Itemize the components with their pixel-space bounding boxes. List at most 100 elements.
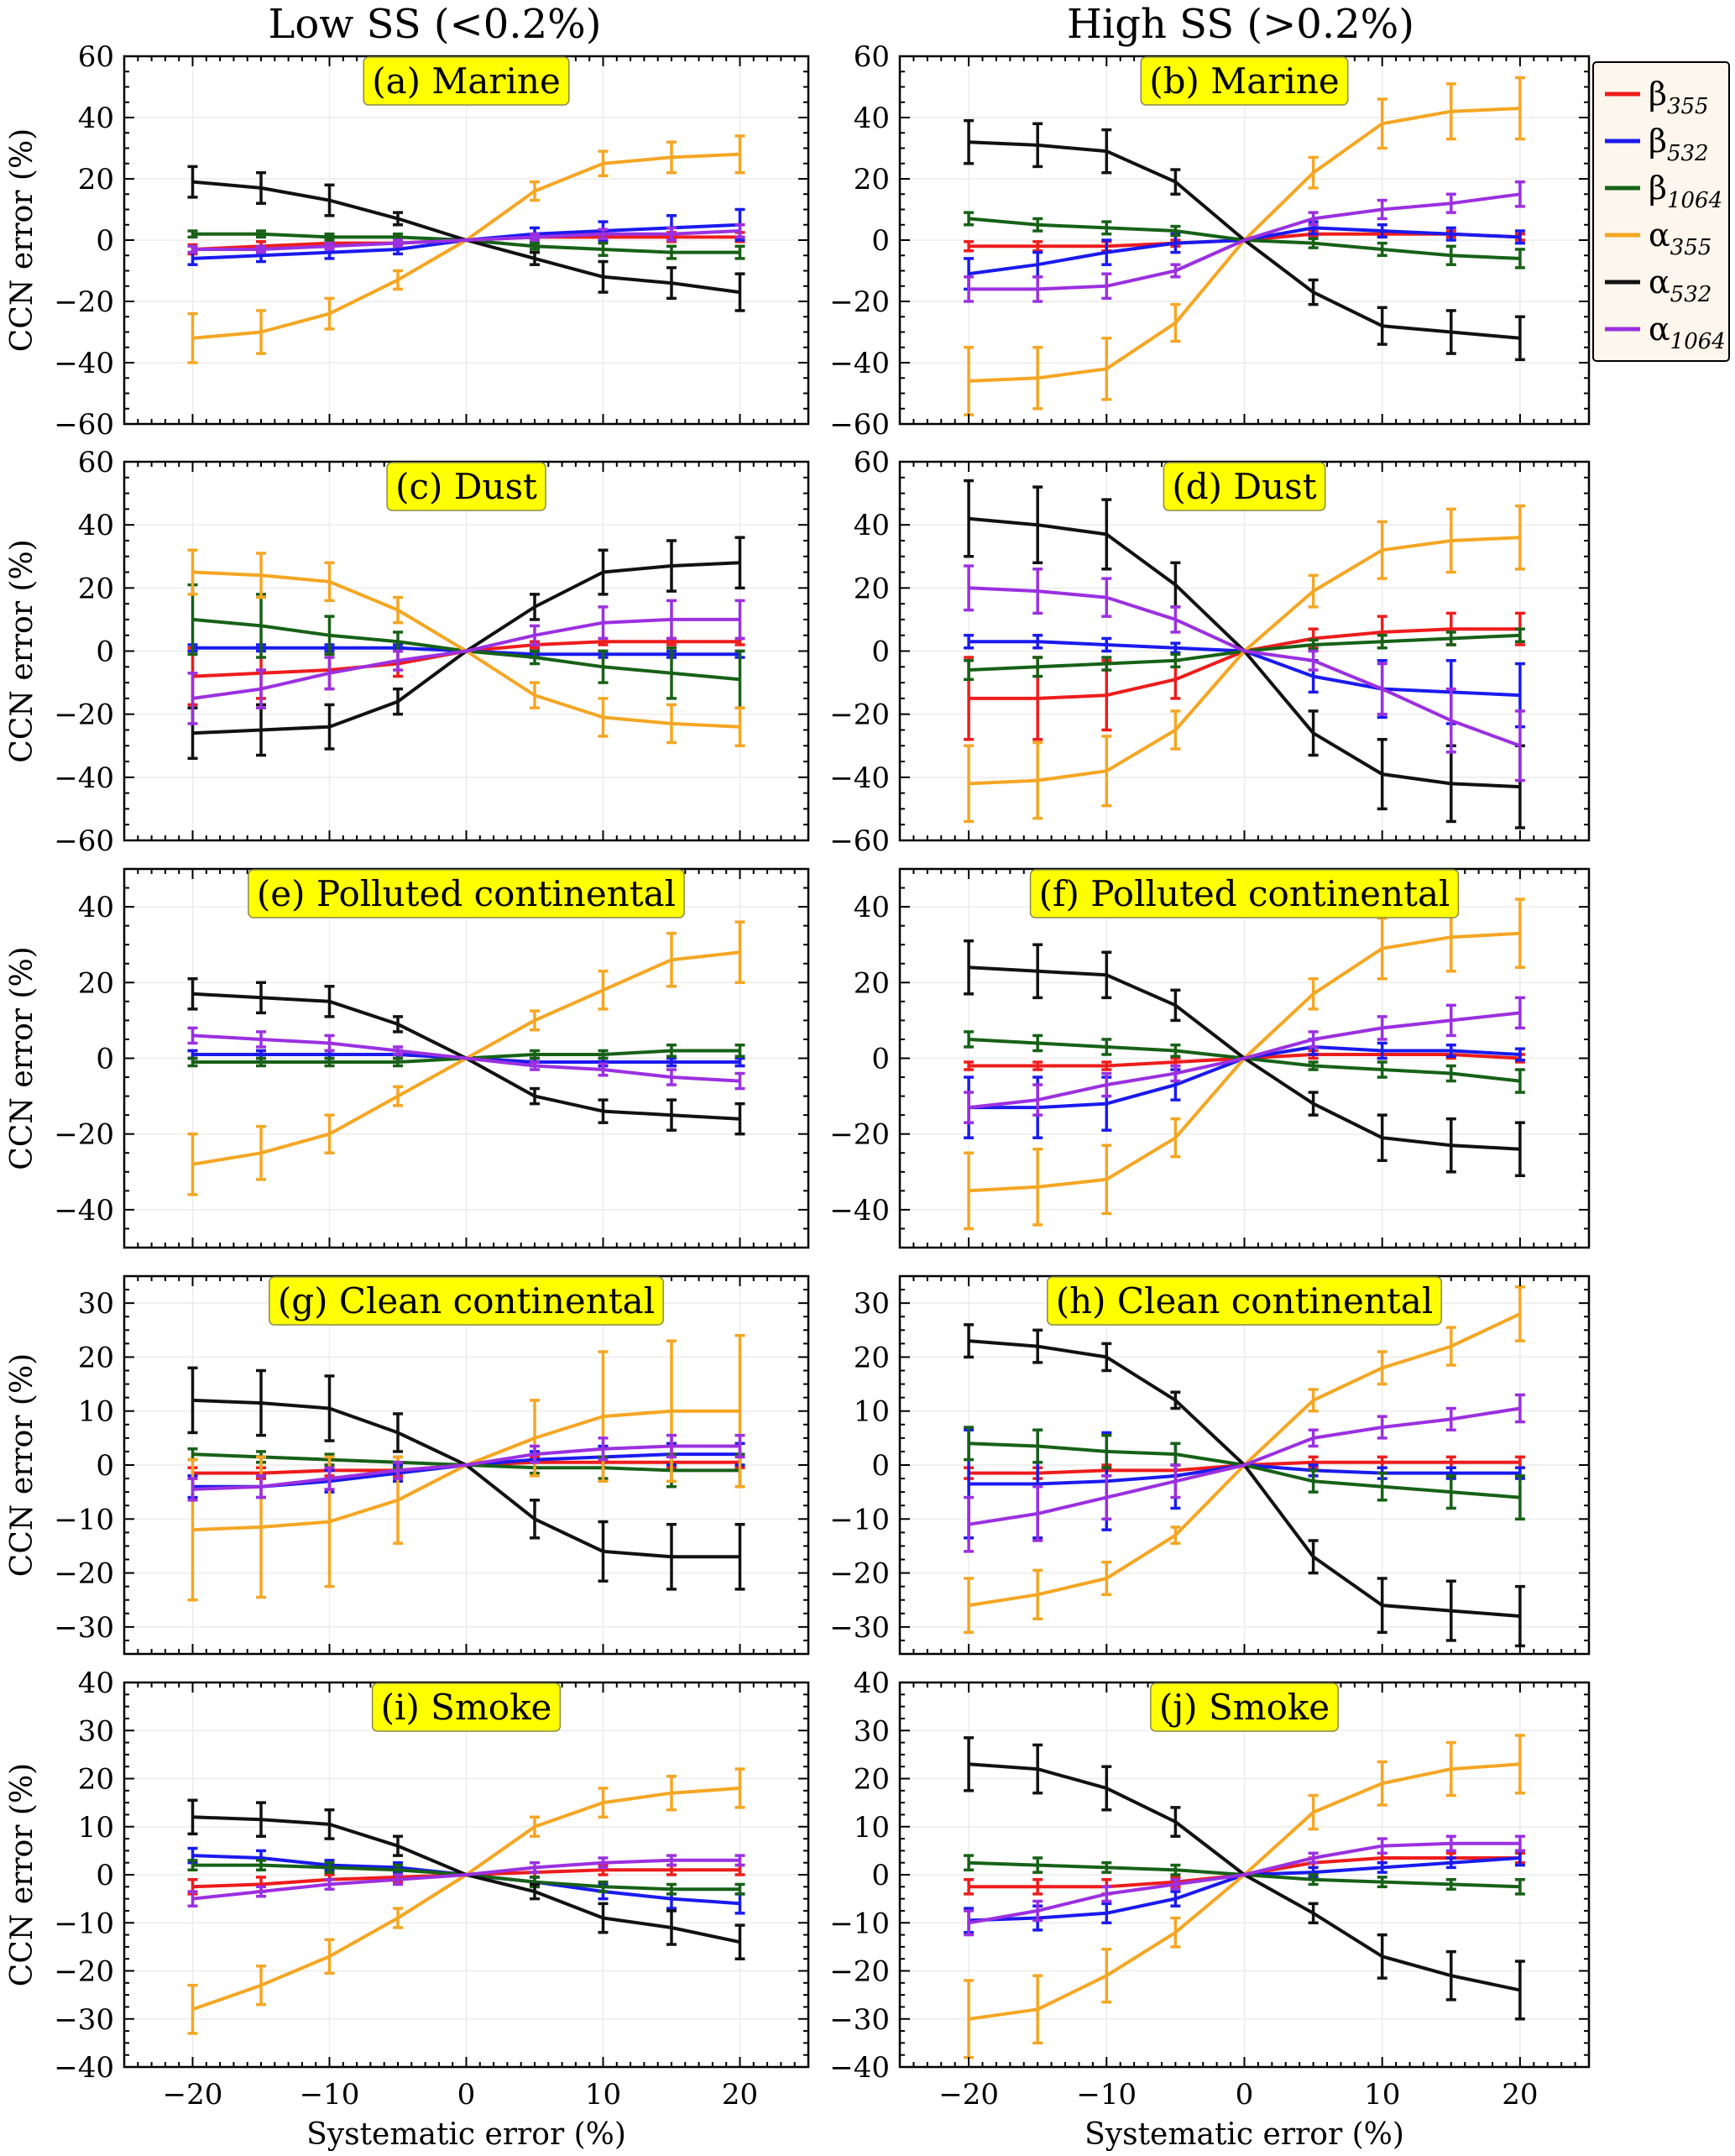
error-bar (1514, 1047, 1525, 1062)
error-bar (1032, 1484, 1043, 1542)
error-bar (256, 1885, 266, 1898)
panel-title: (i) Smoke (371, 1682, 562, 1732)
error-bar (1101, 636, 1112, 653)
error-bar (734, 1043, 745, 1058)
error-bar (598, 1856, 609, 1870)
error-bar (393, 1412, 403, 1453)
error-bar (964, 1736, 975, 1792)
error-bar (530, 1009, 540, 1032)
error-bar (964, 1030, 975, 1049)
error-bar (666, 1909, 677, 1946)
error-bar (324, 1056, 335, 1068)
error-bar (1377, 1933, 1387, 1980)
y-tick-label: 20 (78, 966, 114, 1000)
error-bar (964, 564, 975, 612)
series-line-alpha1064 (968, 1011, 1521, 1110)
error-bar (393, 1907, 403, 1929)
error-bar (734, 244, 745, 260)
error-bar (530, 1499, 540, 1540)
y-tick-label: −40 (829, 1194, 890, 1227)
error-bar (1032, 1877, 1043, 1896)
svg-text:(i) Smoke: (i) Smoke (381, 1687, 552, 1728)
error-bar (1445, 1740, 1456, 1798)
error-bar (1032, 740, 1043, 820)
y-axis-label: CCN error (%) (5, 1763, 39, 1986)
error-bar (598, 970, 609, 1011)
error-bar (256, 668, 266, 709)
error-bar (1101, 1885, 1112, 1903)
error-bar (187, 672, 198, 725)
y-tick-label: 20 (854, 572, 890, 605)
svg-text:(c) Dust: (c) Dust (395, 466, 537, 507)
y-tick-label: 20 (78, 1341, 114, 1374)
error-bar (187, 1026, 198, 1045)
error-bar (598, 1902, 609, 1934)
error-bar (1377, 306, 1387, 346)
error-bar (1377, 97, 1387, 150)
x-tick-label: −20 (163, 2078, 223, 2112)
y-tick-label: −40 (829, 347, 890, 380)
series-alpha1064 (187, 223, 745, 254)
y-tick-label: 30 (78, 1287, 114, 1321)
error-bar (1101, 735, 1112, 808)
error-bar (187, 1798, 198, 1836)
panel-9: −40 −30 −20 −10 0 10 20 30 40 −20 −10 0 10 20 Systemat… (5, 1667, 810, 2152)
error-bar (964, 211, 975, 227)
y-tick-label: 30 (78, 1714, 114, 1748)
y-tick-label: −60 (54, 408, 114, 442)
error-bar (598, 548, 609, 596)
svg-text:(e) Polluted continental: (e) Polluted continental (257, 873, 676, 914)
error-bar (256, 1474, 266, 1499)
error-bar (1032, 122, 1043, 169)
x-axis-label: Systematic error (%) (1084, 2117, 1404, 2152)
y-tick-label: −20 (829, 699, 890, 732)
error-bar (1445, 1406, 1456, 1431)
error-bar (324, 183, 335, 217)
x-tick-label: −10 (1076, 2078, 1137, 2112)
y-tick-label: 20 (78, 572, 114, 605)
error-bar (1308, 1428, 1319, 1448)
error-bar (324, 703, 335, 751)
error-bar (1308, 1388, 1319, 1413)
error-bar (393, 1873, 403, 1886)
error-bar (1032, 346, 1043, 411)
error-bar (256, 229, 266, 239)
error-bar (324, 1860, 335, 1874)
error-bar (1170, 1117, 1181, 1159)
error-bar (1445, 226, 1456, 242)
y-tick-label: −10 (54, 1907, 114, 1940)
y-tick-label: 60 (78, 446, 114, 479)
error-bar (1032, 1060, 1043, 1071)
panel-title: (b) Marine (1140, 56, 1349, 106)
svg-text:(d) Dust: (d) Dust (1172, 466, 1316, 507)
error-bar (1377, 1015, 1387, 1041)
y-tick-label: 20 (854, 1763, 890, 1797)
y-tick-label: −30 (829, 2003, 890, 2037)
series-beta1064 (964, 211, 1525, 270)
error-bar (1308, 1902, 1319, 1924)
error-bar (1101, 656, 1112, 672)
x-tick-label: 10 (585, 2078, 621, 2112)
error-bar (324, 1034, 335, 1053)
error-bar (530, 1815, 540, 1838)
error-bar (1101, 337, 1112, 401)
error-bar (1445, 1877, 1456, 1891)
error-bar (324, 232, 335, 242)
error-bar (1514, 1285, 1525, 1342)
error-bar (1514, 1960, 1525, 2021)
error-bar (530, 180, 540, 202)
error-bar (666, 1882, 677, 1896)
error-bar (964, 240, 975, 253)
error-bar (1170, 1890, 1181, 1907)
series-alpha1064 (964, 564, 1525, 782)
error-bar (187, 311, 198, 364)
series-line-alpha1064 (968, 1406, 1521, 1526)
y-tick-label: 0 (871, 1859, 890, 1892)
series-line-alpha1064 (969, 586, 1521, 748)
error-bar (324, 1877, 335, 1891)
error-bar (1032, 485, 1043, 565)
series-alpha1064 (187, 1854, 745, 1907)
error-bar (256, 244, 266, 254)
error-bar (1377, 1415, 1387, 1440)
error-bar (666, 1068, 677, 1086)
